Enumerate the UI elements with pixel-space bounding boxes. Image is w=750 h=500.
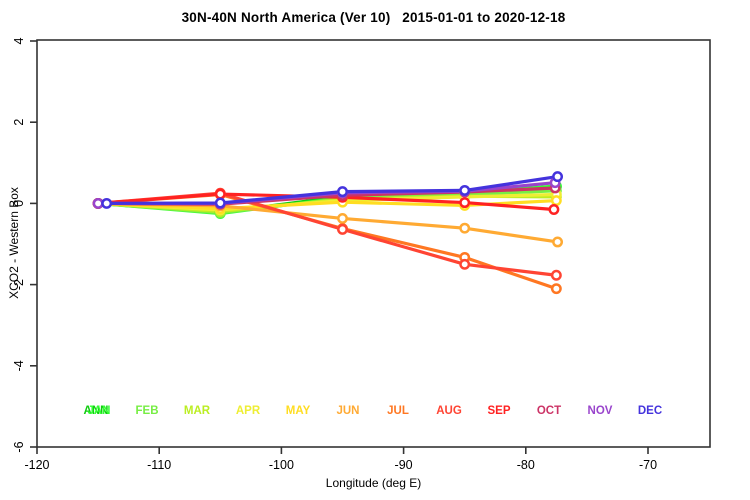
y-tick-label: -6 bbox=[12, 441, 26, 452]
x-tick-label: -120 bbox=[24, 458, 49, 472]
data-point-jun bbox=[337, 212, 348, 224]
data-point-dec bbox=[101, 197, 113, 209]
data-point-sep bbox=[548, 204, 560, 215]
x-tick-label: -80 bbox=[517, 458, 535, 472]
y-tick-label: 0 bbox=[12, 200, 26, 207]
data-point-dec bbox=[214, 197, 226, 209]
chart-title: 30N-40N North America (Ver 10) 2015-01-0… bbox=[181, 10, 566, 25]
legend-label-jan: JAN bbox=[87, 405, 110, 417]
legend-label-may: MAY bbox=[286, 405, 311, 417]
data-point-jun bbox=[552, 236, 564, 248]
data-point-nov bbox=[92, 197, 104, 209]
x-tick-label: -110 bbox=[147, 458, 171, 472]
data-point-jul bbox=[550, 283, 562, 295]
y-tick-label: 4 bbox=[12, 37, 26, 44]
legend-label-oct: OCT bbox=[537, 405, 561, 417]
legend-label-jun: JUN bbox=[336, 405, 359, 417]
y-tick-label: -2 bbox=[12, 279, 26, 290]
data-point-aug bbox=[459, 258, 471, 270]
data-point-dec bbox=[552, 171, 564, 183]
data-point-may bbox=[550, 195, 562, 207]
legend-label-aug: AUG bbox=[436, 405, 462, 417]
x-tick-label: -90 bbox=[395, 458, 413, 472]
legend-label-sep: SEP bbox=[487, 405, 510, 417]
legend-label-feb: FEB bbox=[136, 405, 159, 417]
data-point-aug bbox=[550, 269, 562, 281]
legend-label-jul: JUL bbox=[387, 405, 409, 417]
legend-label-dec: DEC bbox=[638, 405, 662, 417]
y-tick-label: 2 bbox=[12, 119, 26, 126]
x-tick-label: -70 bbox=[639, 458, 657, 472]
data-point-sep bbox=[214, 188, 226, 200]
legend-label-mar: MAR bbox=[184, 405, 211, 417]
x-axis-label: Longitude (deg E) bbox=[325, 476, 422, 490]
data-point-dec bbox=[337, 186, 348, 198]
data-point-jun bbox=[459, 222, 471, 234]
data-point-aug bbox=[337, 223, 348, 235]
data-point-dec bbox=[459, 184, 471, 196]
legend-label-apr: APR bbox=[236, 405, 261, 417]
y-tick-label: -4 bbox=[12, 360, 26, 371]
x-tick-label: -100 bbox=[269, 458, 294, 472]
data-point-sep bbox=[459, 197, 471, 209]
legend-label-nov: NOV bbox=[588, 405, 613, 417]
legend-label-ann: ANN bbox=[84, 405, 109, 417]
axis-box bbox=[36, 39, 711, 448]
